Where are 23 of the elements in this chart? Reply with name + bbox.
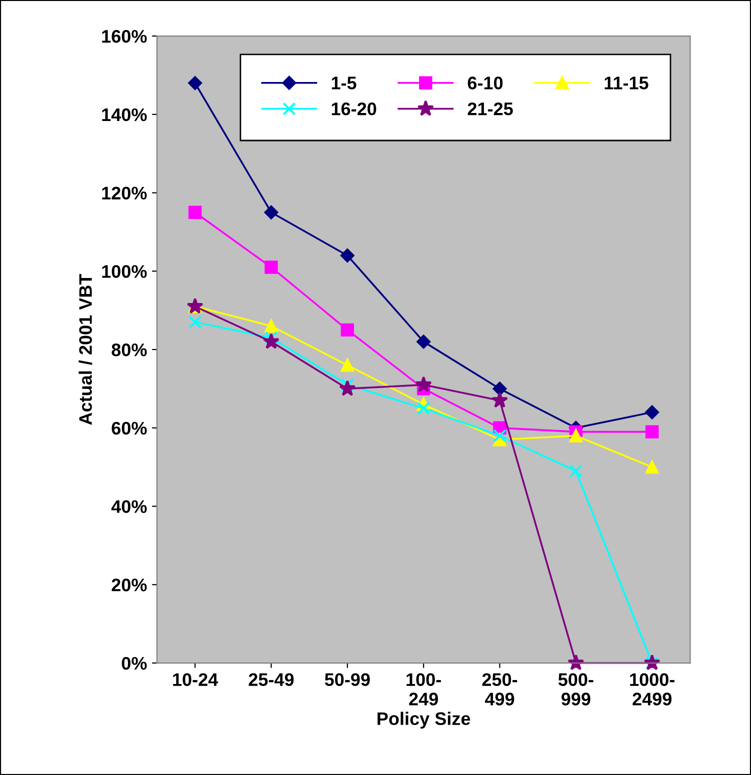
legend-label: 21-25 <box>468 102 513 116</box>
y-tick-label: 140% <box>102 108 147 122</box>
x-tick-label: 1000- 2499 <box>630 673 674 706</box>
x-axis-title: Policy Size <box>378 712 470 729</box>
y-tick-label: 60% <box>112 422 147 435</box>
x-tick-label: 50-99 <box>324 673 370 686</box>
y-tick-label: 20% <box>112 578 147 592</box>
x-tick-label: 500- 999 <box>558 673 594 706</box>
y-axis-title: Actual / 2001 VBT <box>78 274 92 425</box>
legend-label: 11-15 <box>604 76 648 90</box>
y-tick-label: 40% <box>111 500 147 513</box>
x-tick-label: 250- 499 <box>482 673 518 706</box>
x-tick-label: 10-24 <box>173 673 218 686</box>
x-tick-label: 100- 249 <box>406 673 441 706</box>
y-tick-label: 120% <box>102 186 147 200</box>
y-tick-label: 0% <box>122 656 147 670</box>
y-tick-label: 160% <box>102 30 147 43</box>
y-tick-label: 80% <box>112 343 147 356</box>
x-tick-label: 25-49 <box>248 673 294 686</box>
legend-label: 6-10 <box>468 76 503 90</box>
y-tick-label: 100% <box>102 265 147 278</box>
legend-label: 16-20 <box>332 102 376 116</box>
legend-label: 1-5 <box>332 76 356 90</box>
